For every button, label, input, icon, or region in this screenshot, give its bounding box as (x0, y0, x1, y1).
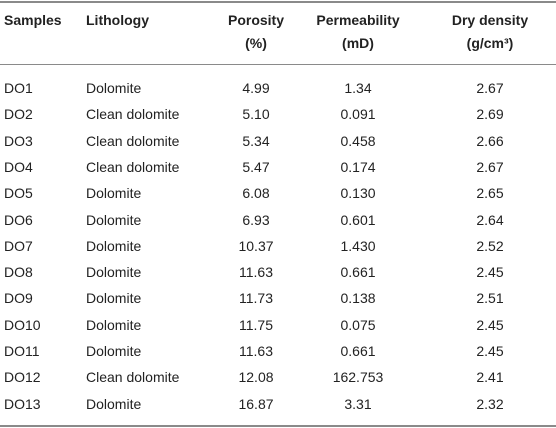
table-cell: 0.661 (340, 264, 376, 281)
table-cell: DO6 (4, 211, 33, 228)
table-cell: 162.753 (332, 369, 384, 386)
table-cell: 10.37 (238, 237, 274, 254)
table-cell: 2.67 (476, 80, 504, 96)
table-cell: DO7 (4, 237, 33, 254)
column-header: (mD) (342, 35, 374, 51)
table-cell: Clean dolomite (86, 158, 180, 175)
table-cell: 2.32 (476, 395, 504, 412)
table-cell: 12.08 (238, 369, 274, 386)
table-cell: DO10 (4, 316, 41, 333)
table-cell: Dolomite (86, 316, 142, 333)
table-cell: 4.99 (242, 80, 270, 96)
table-cell: 0.091 (340, 106, 376, 123)
table-cell: 0.130 (340, 185, 376, 202)
table-cell: Dolomite (86, 395, 142, 412)
table-cell: 5.10 (242, 106, 270, 123)
table-cell: 0.138 (340, 290, 376, 307)
table-cell: Dolomite (86, 264, 142, 281)
table-cell: 3.31 (344, 395, 372, 412)
table-cell: Clean dolomite (86, 369, 180, 386)
table-cell: 6.93 (242, 211, 270, 228)
table-cell: DO3 (4, 132, 33, 149)
table-cell: 0.601 (340, 211, 376, 228)
table-cell: 2.65 (476, 185, 504, 202)
table-cell: 0.458 (340, 132, 376, 149)
table-cell: DO12 (4, 369, 41, 386)
table-cell: 0.075 (340, 316, 376, 333)
table-cell: 2.45 (476, 316, 504, 333)
table-cell: 1.430 (340, 237, 376, 254)
table-cell: 2.51 (476, 290, 504, 307)
table-cell: DO2 (4, 106, 33, 123)
table-cell: 2.64 (476, 211, 504, 228)
table-cell: 2.52 (476, 237, 504, 254)
table-cell: Dolomite (86, 290, 142, 307)
table-cell: Clean dolomite (86, 106, 180, 123)
table-bottom-rule (0, 425, 556, 427)
column-header: (g/cm³) (466, 35, 514, 51)
table-cell: 11.63 (239, 343, 273, 359)
column-header: Dry density (451, 12, 529, 28)
table-cell: 2.69 (476, 106, 504, 123)
table-cell: Dolomite (86, 211, 142, 228)
table-top-rule (0, 1, 556, 3)
column-header: (%) (245, 35, 267, 51)
table-cell: 5.47 (242, 158, 270, 175)
table-cell: 11.63 (239, 264, 273, 281)
table-cell: DO4 (4, 158, 33, 175)
table-cell: 2.66 (476, 132, 504, 149)
table-cell: DO11 (4, 343, 40, 359)
table-cell: 5.34 (242, 132, 270, 149)
table-cell: 2.41 (476, 369, 504, 386)
table-cell: DO5 (4, 185, 33, 202)
column-header: Porosity (227, 12, 285, 28)
table-cell: 2.45 (476, 264, 504, 281)
table-cell: 11.73 (239, 290, 273, 307)
header-rule (0, 64, 556, 65)
table-cell: DO13 (4, 395, 41, 412)
table-cell: 16.87 (238, 395, 274, 412)
table-cell: 11.75 (239, 316, 273, 333)
table-cell: 6.08 (242, 185, 270, 202)
column-header: Lithology (86, 12, 149, 28)
table-cell: 0.174 (340, 158, 376, 175)
table-cell: Dolomite (86, 185, 142, 202)
column-header: Permeability (316, 12, 400, 28)
table-cell: Clean dolomite (86, 132, 180, 149)
table-cell: DO9 (4, 290, 33, 307)
table-cell: 2.67 (476, 158, 504, 175)
table-cell: Dolomite (86, 237, 142, 254)
table-cell: Dolomite (86, 343, 142, 359)
table-cell: Dolomite (86, 80, 142, 96)
table-cell: DO8 (4, 264, 33, 281)
table-cell: 2.45 (476, 343, 504, 359)
table-cell: 0.661 (340, 343, 376, 359)
table-cell: DO1 (4, 80, 33, 96)
column-header: Samples (4, 12, 62, 28)
table-cell: 1.34 (344, 80, 372, 96)
